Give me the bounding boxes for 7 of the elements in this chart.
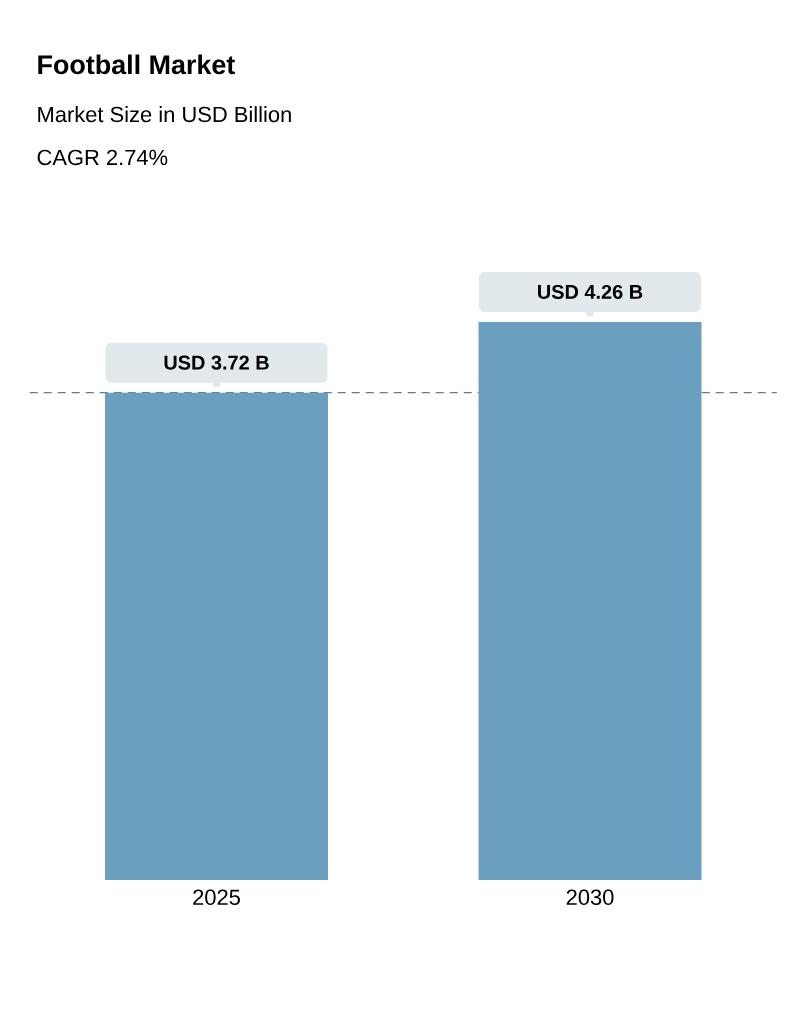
x-tick-label: 2025 [193, 889, 240, 906]
x-tick-label: 2030 [566, 889, 614, 906]
text: CAGR 2.74% [37, 149, 168, 166]
data-label: USD 3.72 B [164, 355, 269, 370]
chart-subtitle: Market Size in USD Billion [38, 106, 291, 123]
chart-title: Football Market [38, 54, 235, 75]
data-label: USD 4.26 B [538, 284, 643, 299]
